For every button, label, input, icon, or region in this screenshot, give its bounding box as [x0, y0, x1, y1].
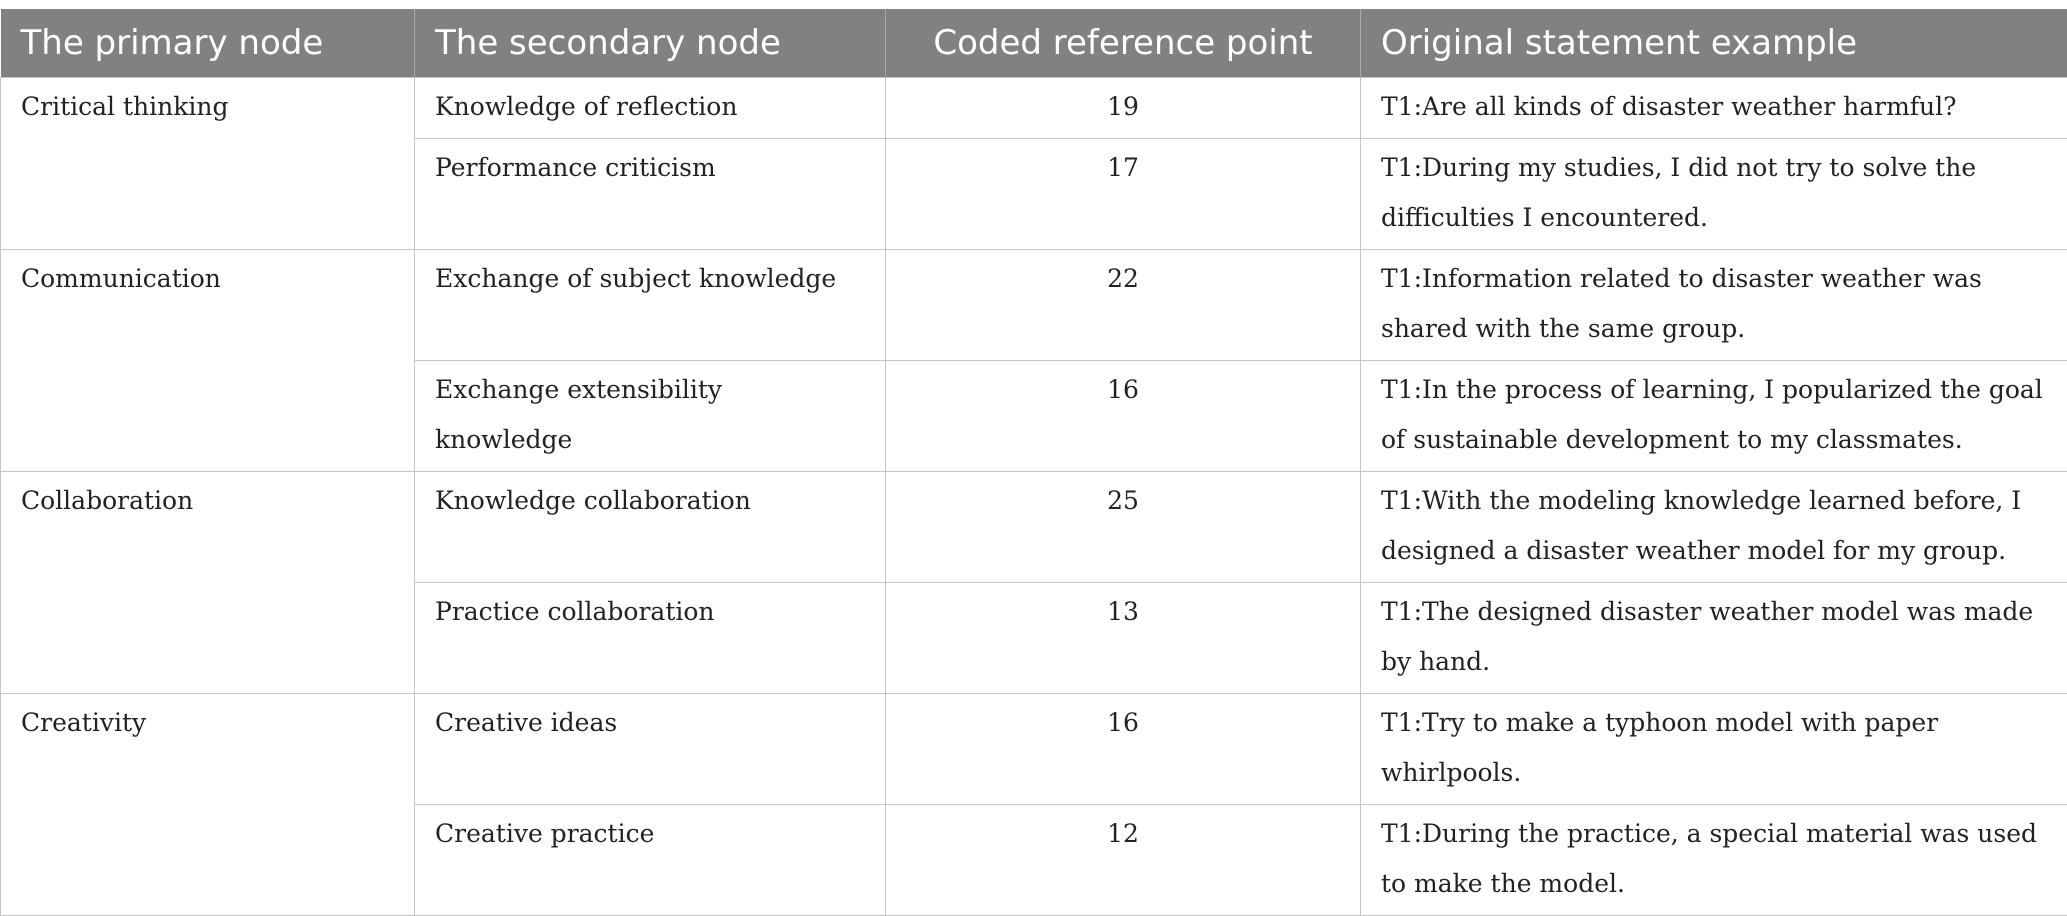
- header-primary-node: The primary node: [1, 9, 415, 78]
- table-row: Critical thinking Knowledge of reflectio…: [1, 78, 2067, 139]
- coded-count-text: 16: [906, 365, 1340, 415]
- secondary-node-cell: Performance criticism: [415, 139, 886, 250]
- secondary-node-cell: Exchange extensibility knowledge: [415, 361, 886, 472]
- statement-example-text: T1:During my studies, I did not try to s…: [1381, 143, 2047, 243]
- statement-example-cell: T1:Information related to disaster weath…: [1361, 250, 2067, 361]
- coding-results-table: The primary node The secondary node Code…: [0, 9, 2067, 916]
- coded-count-cell: 17: [886, 139, 1361, 250]
- primary-node-text: Collaboration: [21, 476, 394, 526]
- coded-count-cell: 16: [886, 361, 1361, 472]
- statement-example-text: T1:With the modeling knowledge learned b…: [1381, 476, 2047, 576]
- statement-example-cell: T1:In the process of learning, I popular…: [1361, 361, 2067, 472]
- secondary-node-cell: Knowledge of reflection: [415, 78, 886, 139]
- secondary-node-cell: Knowledge collaboration: [415, 472, 886, 583]
- table-row: Communication Exchange of subject knowle…: [1, 250, 2067, 361]
- statement-example-text: T1:The designed disaster weather model w…: [1381, 587, 2047, 687]
- statement-example-cell: T1:The designed disaster weather model w…: [1361, 583, 2067, 694]
- coded-count-cell: 22: [886, 250, 1361, 361]
- header-row: The primary node The secondary node Code…: [1, 9, 2067, 78]
- coded-count-text: 12: [906, 809, 1340, 859]
- secondary-node-text: Knowledge collaboration: [435, 476, 865, 526]
- secondary-node-cell: Practice collaboration: [415, 583, 886, 694]
- table-row: Creativity Creative ideas 16 T1:Try to m…: [1, 694, 2067, 805]
- statement-example-text: T1:Try to make a typhoon model with pape…: [1381, 698, 2047, 798]
- coded-count-cell: 12: [886, 805, 1361, 916]
- secondary-node-text: Knowledge of reflection: [435, 82, 865, 132]
- header-original-statement-example: Original statement example: [1361, 9, 2067, 78]
- coded-count-cell: 16: [886, 694, 1361, 805]
- coded-count-text: 19: [906, 82, 1340, 132]
- coded-count-text: 13: [906, 587, 1340, 637]
- statement-example-text: T1:During the practice, a special materi…: [1381, 809, 2047, 909]
- statement-example-text: T1:Information related to disaster weath…: [1381, 254, 2047, 354]
- table-row: Collaboration Knowledge collaboration 25…: [1, 472, 2067, 583]
- primary-node-cell: Creativity: [1, 694, 415, 916]
- coded-count-cell: 25: [886, 472, 1361, 583]
- primary-node-text: Creativity: [21, 698, 394, 748]
- coded-count-text: 16: [906, 698, 1340, 748]
- statement-example-text: T1:Are all kinds of disaster weather har…: [1381, 82, 2047, 132]
- secondary-node-cell: Creative ideas: [415, 694, 886, 805]
- secondary-node-cell: Creative practice: [415, 805, 886, 916]
- secondary-node-cell: Exchange of subject knowledge: [415, 250, 886, 361]
- coded-count-cell: 19: [886, 78, 1361, 139]
- statement-example-cell: T1:Try to make a typhoon model with pape…: [1361, 694, 2067, 805]
- statement-example-cell: T1:With the modeling knowledge learned b…: [1361, 472, 2067, 583]
- coded-count-text: 25: [906, 476, 1340, 526]
- secondary-node-text: Creative ideas: [435, 698, 865, 748]
- statement-example-cell: T1:During the practice, a special materi…: [1361, 805, 2067, 916]
- header-coded-reference-point: Coded reference point: [886, 9, 1361, 78]
- coded-count-text: 22: [906, 254, 1340, 304]
- primary-node-cell: Critical thinking: [1, 78, 415, 250]
- secondary-node-text: Creative practice: [435, 809, 865, 859]
- primary-node-text: Critical thinking: [21, 82, 394, 132]
- secondary-node-text: Exchange of subject knowledge: [435, 254, 865, 304]
- primary-node-text: Communication: [21, 254, 394, 304]
- primary-node-cell: Collaboration: [1, 472, 415, 694]
- secondary-node-text: Practice collaboration: [435, 587, 865, 637]
- statement-example-text: T1:In the process of learning, I popular…: [1381, 365, 2047, 465]
- secondary-node-text: Exchange extensibility knowledge: [435, 365, 865, 465]
- coded-count-text: 17: [906, 143, 1340, 193]
- secondary-node-text: Performance criticism: [435, 143, 865, 193]
- statement-example-cell: T1:Are all kinds of disaster weather har…: [1361, 78, 2067, 139]
- coded-count-cell: 13: [886, 583, 1361, 694]
- primary-node-cell: Communication: [1, 250, 415, 472]
- header-secondary-node: The secondary node: [415, 9, 886, 78]
- statement-example-cell: T1:During my studies, I did not try to s…: [1361, 139, 2067, 250]
